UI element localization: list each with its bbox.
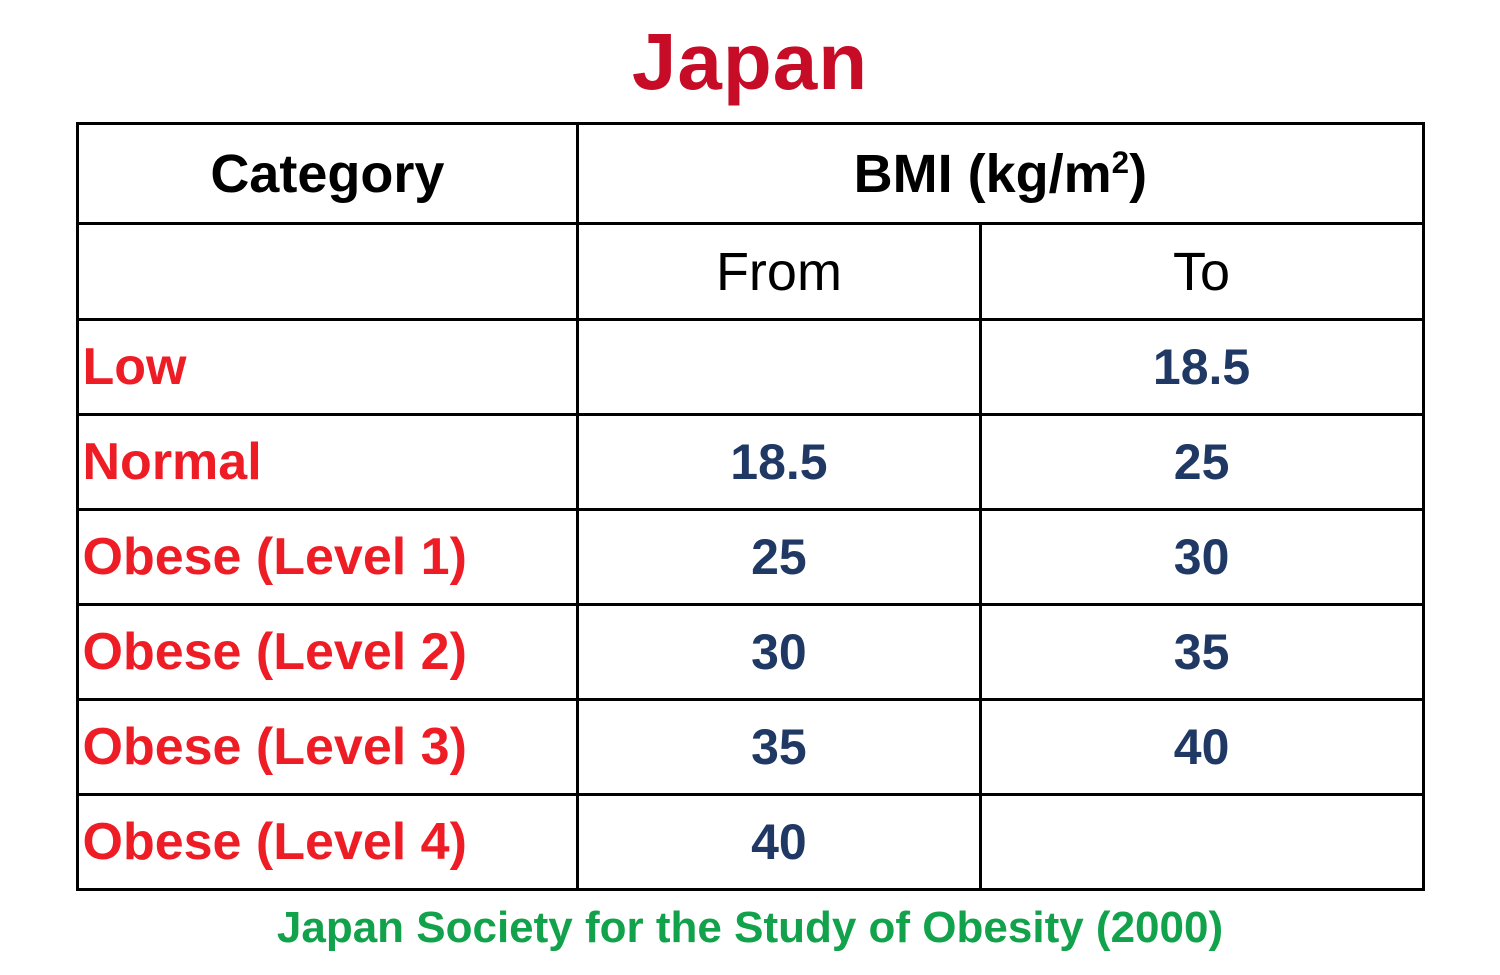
category-cell: Obese (Level 2) xyxy=(75,603,580,701)
from-cell: 35 xyxy=(576,698,982,796)
source-caption: Japan Society for the Study of Obesity (… xyxy=(276,903,1224,952)
from-cell: 40 xyxy=(576,793,982,891)
from-cell: 18.5 xyxy=(576,413,982,511)
table-subheader-row: From To xyxy=(75,222,1425,321)
table-row: Obese (Level 3) 35 40 xyxy=(75,698,1425,796)
to-cell: 25 xyxy=(978,413,1425,511)
category-cell: Normal xyxy=(75,413,580,511)
header-bmi-superscript: 2 xyxy=(1111,144,1130,180)
to-cell: 40 xyxy=(978,698,1425,796)
bmi-table: Category BMI (kg/m2) From To Low 18.5 No… xyxy=(75,122,1425,891)
to-cell: 35 xyxy=(978,603,1425,701)
to-cell xyxy=(978,793,1425,891)
category-cell: Low xyxy=(75,318,580,416)
table-row: Obese (Level 1) 25 30 xyxy=(75,508,1425,606)
category-cell: Obese (Level 4) xyxy=(75,793,580,891)
header-category: Category xyxy=(75,122,580,225)
subheader-from: From xyxy=(576,222,982,321)
table-row: Obese (Level 2) 30 35 xyxy=(75,603,1425,701)
category-cell: Obese (Level 1) xyxy=(75,508,580,606)
to-cell: 18.5 xyxy=(978,318,1425,416)
subheader-empty-cell xyxy=(75,222,580,321)
subheader-to: To xyxy=(978,222,1425,321)
from-cell: 25 xyxy=(576,508,982,606)
table-row: Obese (Level 4) 40 xyxy=(75,793,1425,891)
table-header-row: Category BMI (kg/m2) xyxy=(75,122,1425,225)
page-title: Japan xyxy=(631,17,869,106)
table-row: Low 18.5 xyxy=(75,318,1425,416)
to-cell: 30 xyxy=(978,508,1425,606)
from-cell: 30 xyxy=(576,603,982,701)
header-bmi: BMI (kg/m2) xyxy=(576,122,1425,225)
from-cell xyxy=(576,318,982,416)
header-bmi-text: BMI (kg/m xyxy=(853,143,1112,204)
table-row: Normal 18.5 25 xyxy=(75,413,1425,511)
category-cell: Obese (Level 3) xyxy=(75,698,580,796)
header-bmi-close: ) xyxy=(1129,143,1148,204)
